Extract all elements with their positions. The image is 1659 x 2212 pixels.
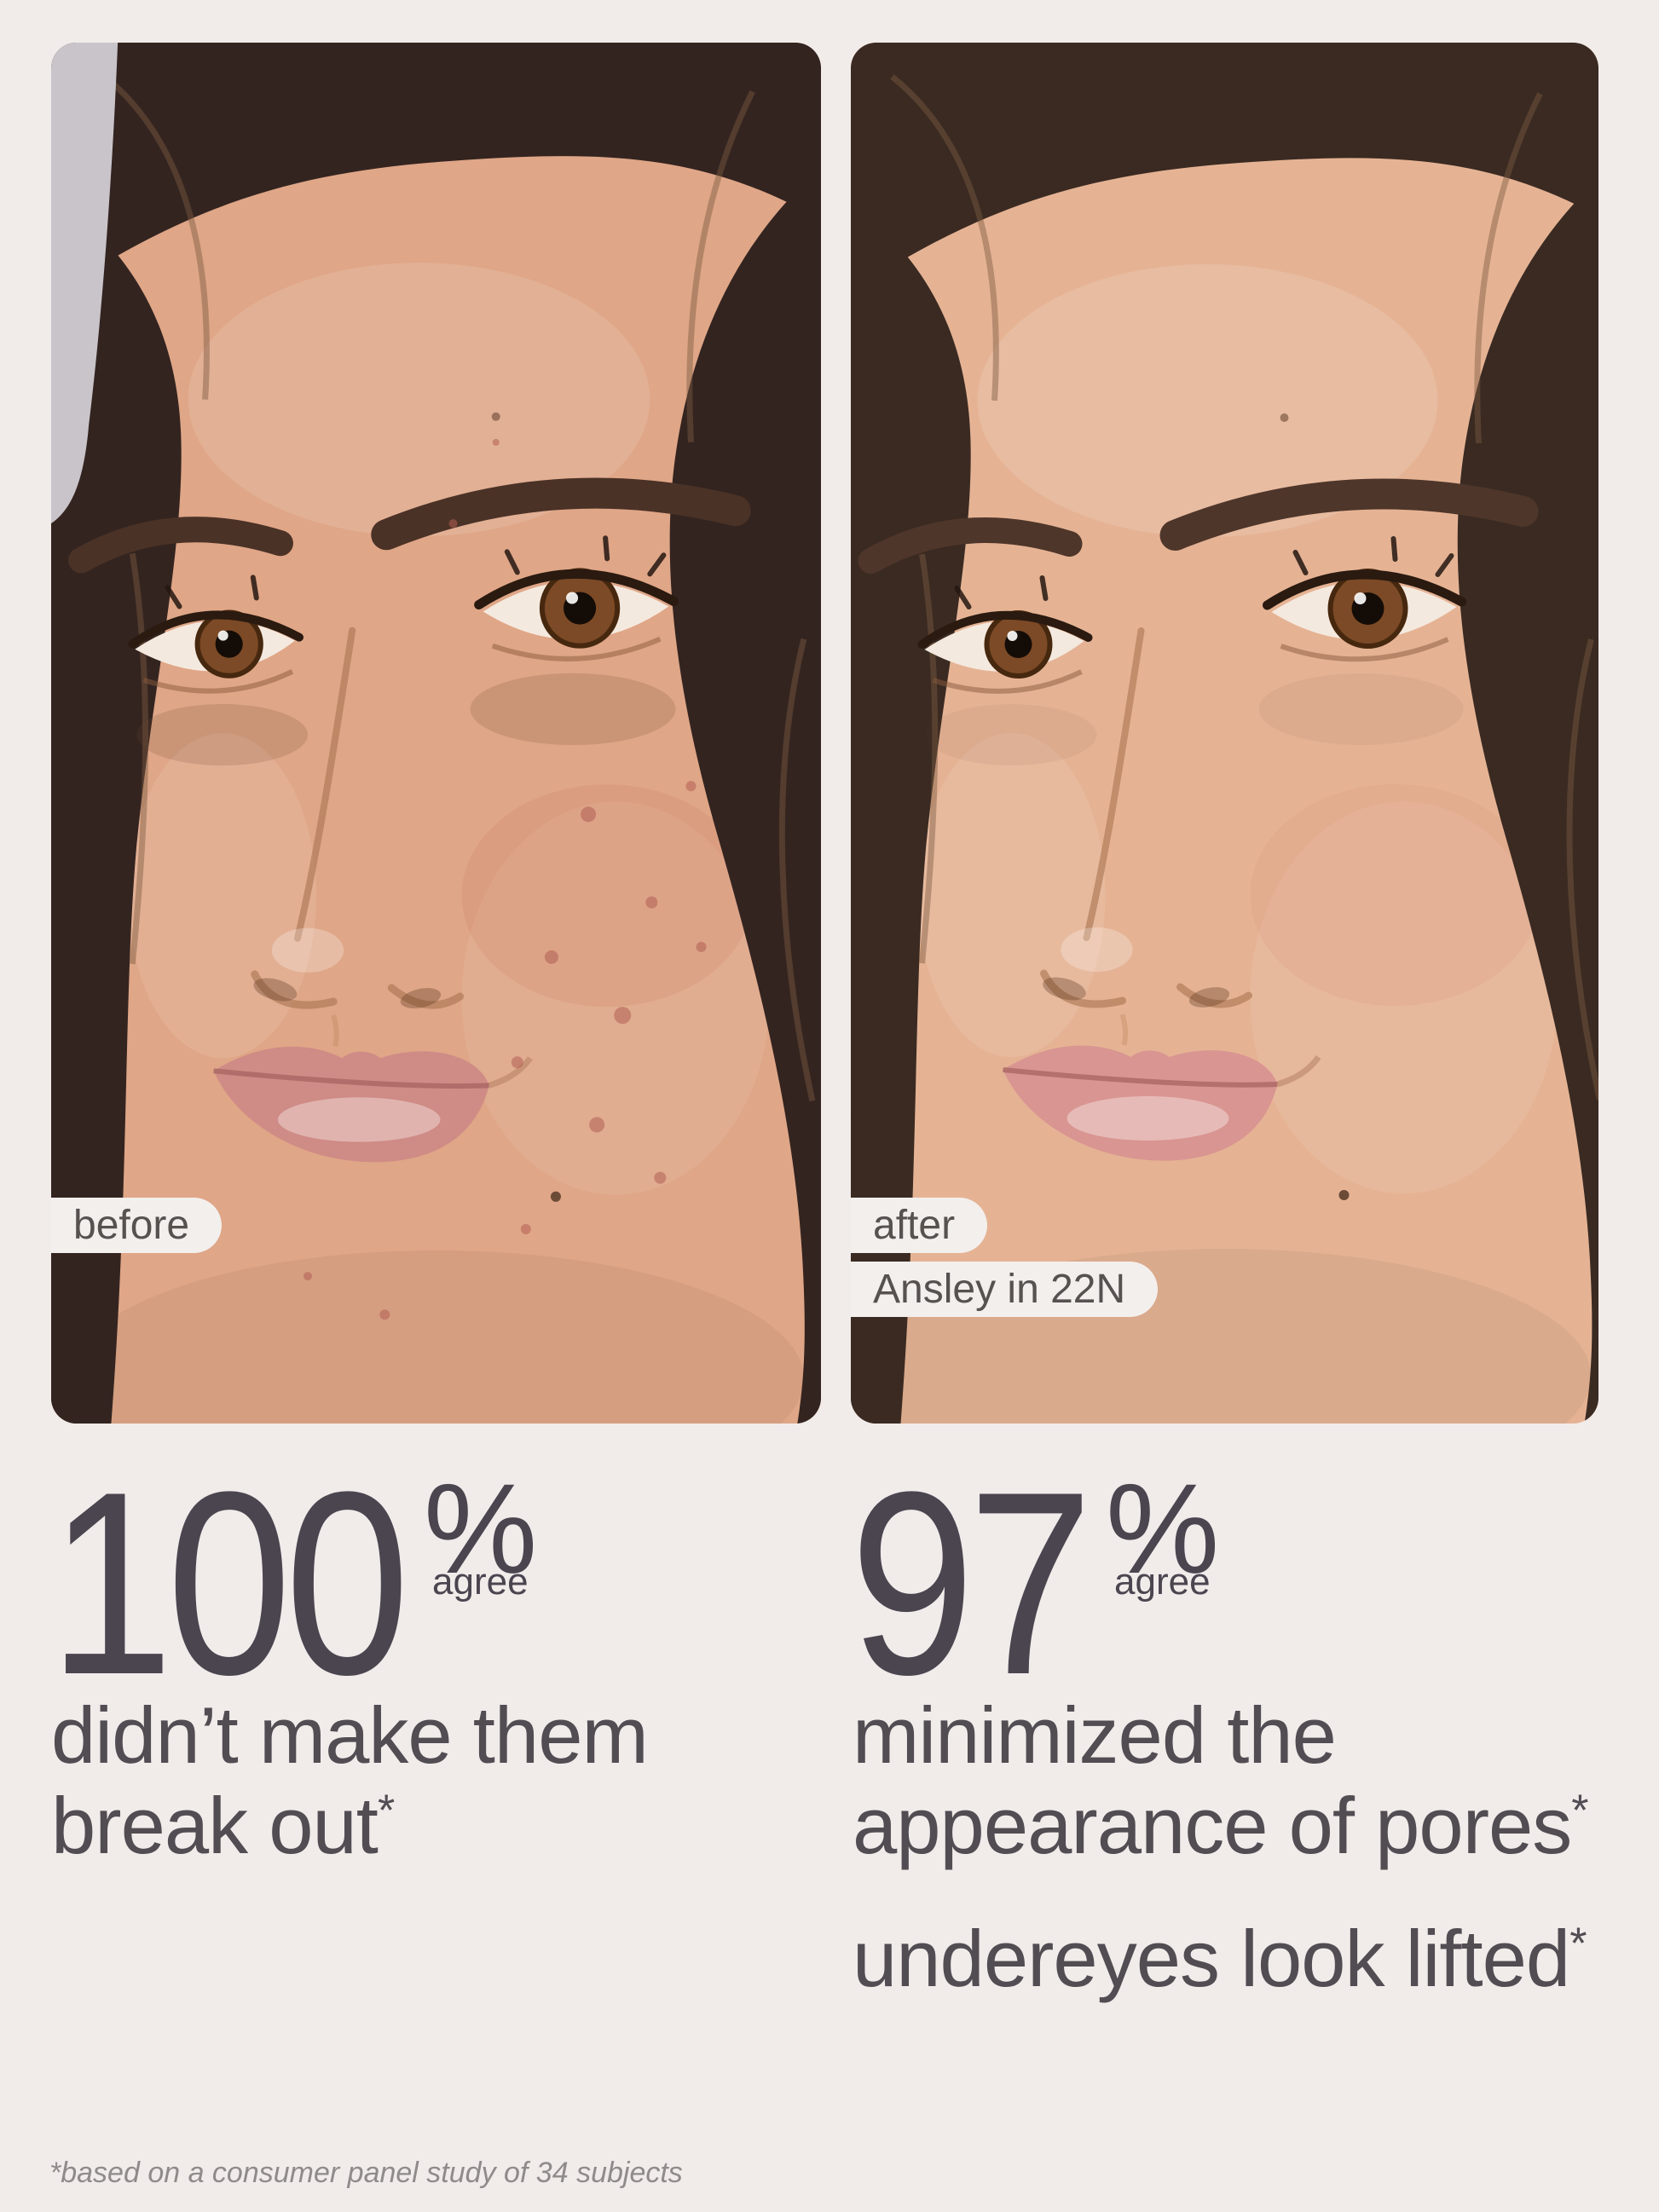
stat-description-line: minimized the	[853, 1690, 1589, 1781]
percent-unit-block: % agree	[424, 1464, 537, 1601]
agree-caption: agree	[1114, 1561, 1211, 1603]
stat-description-line: didn’t make them	[51, 1690, 649, 1781]
footnote-text: *based on a consumer panel study of 34 s…	[49, 2157, 683, 2189]
stat-description-secondary: undereyes look lifted*	[853, 1914, 1587, 2004]
after-photo: after Ansley in 22N	[851, 43, 1598, 1424]
asterisk: *	[1569, 1919, 1587, 1969]
before-label: before	[73, 1203, 190, 1248]
stat-description-line: appearance of pores*	[853, 1781, 1589, 1871]
stat-line-text: didn’t make them	[51, 1690, 649, 1780]
stat-line-text: undereyes look lifted	[853, 1914, 1570, 2003]
shade-label-pill: Ansley in 22N	[851, 1262, 1159, 1317]
shade-label: Ansley in 22N	[873, 1267, 1126, 1312]
percent-value: 100	[49, 1437, 410, 1729]
percent-sign: %	[424, 1457, 538, 1600]
before-photo: before	[51, 43, 821, 1424]
stat-description: minimized the appearance of pores*	[853, 1690, 1589, 1871]
stat-description-line: break out*	[51, 1781, 648, 1871]
stat-line-text: break out	[51, 1781, 379, 1870]
asterisk: *	[1571, 1786, 1589, 1836]
agree-caption: agree	[432, 1561, 529, 1603]
percent-sign: %	[1106, 1457, 1220, 1600]
percent-unit-block: % agree	[1106, 1464, 1219, 1601]
asterisk: *	[377, 1786, 396, 1836]
before-label-pill: before	[51, 1198, 223, 1253]
after-label: after	[873, 1203, 956, 1248]
stat-description: didn’t make them break out*	[51, 1690, 649, 1871]
after-label-pill: after	[851, 1198, 988, 1253]
stat-line-text: minimized the	[853, 1690, 1337, 1780]
stat-description-line: undereyes look lifted*	[853, 1914, 1587, 2004]
percent-value: 97	[850, 1437, 1093, 1729]
stat-line-text: appearance of pores	[853, 1781, 1572, 1870]
